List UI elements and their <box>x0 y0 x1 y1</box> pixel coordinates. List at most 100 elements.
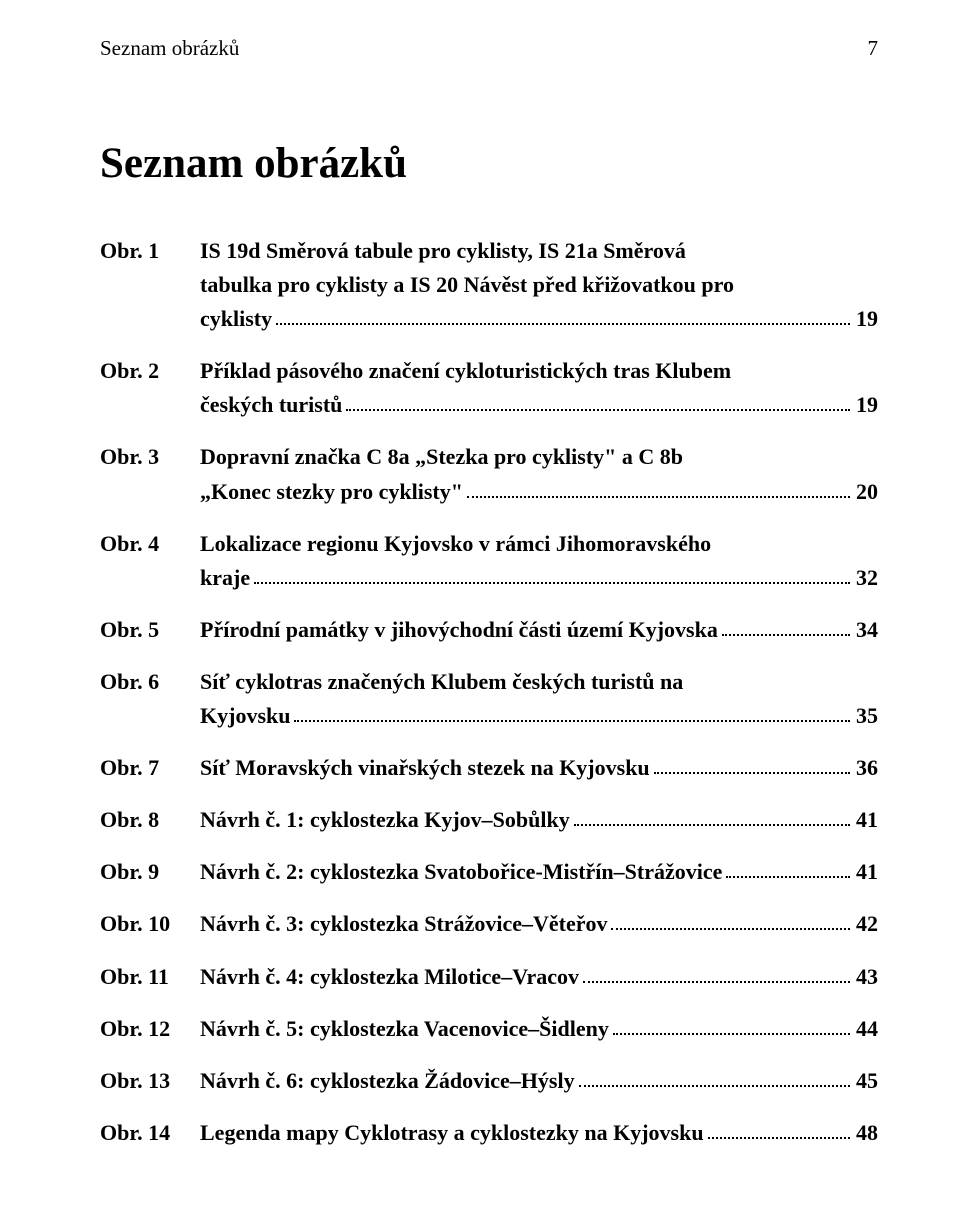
dot-leader <box>708 1137 850 1139</box>
entry-label: Obr. 7 <box>100 751 200 785</box>
entry-text: českých turistů <box>200 388 342 422</box>
entry-page: 32 <box>854 561 878 595</box>
running-header: Seznam obrázků 7 <box>100 36 878 61</box>
entry-body: Návrh č. 5: cyklostezka Vacenovice–Šidle… <box>200 1012 878 1046</box>
page-title: Seznam obrázků <box>100 139 878 188</box>
entry-label: Obr. 12 <box>100 1012 200 1046</box>
entry-text: kraje <box>200 561 250 595</box>
entry-label: Obr. 2 <box>100 354 200 388</box>
entry-text-line: Příklad pásového značení cykloturistický… <box>200 354 878 388</box>
entry-text-line: Lokalizace regionu Kyjovsko v rámci Jiho… <box>200 527 878 561</box>
dot-leader <box>254 582 850 584</box>
dot-leader <box>726 876 850 878</box>
entry-label: Obr. 11 <box>100 960 200 994</box>
entry-last-line: Návrh č. 3: cyklostezka Strážovice–Věteř… <box>200 907 878 941</box>
entry-text: Návrh č. 1: cyklostezka Kyjov–Sobůlky <box>200 803 570 837</box>
entry-last-line: Návrh č. 5: cyklostezka Vacenovice–Šidle… <box>200 1012 878 1046</box>
entry-label: Obr. 14 <box>100 1116 200 1150</box>
entry-label: Obr. 8 <box>100 803 200 837</box>
entry-last-line: českých turistů 19 <box>200 388 878 422</box>
entry-last-line: Návrh č. 1: cyklostezka Kyjov–Sobůlky 41 <box>200 803 878 837</box>
entry-page: 34 <box>854 613 878 647</box>
entry-text-line: tabulka pro cyklisty a IS 20 Návěst před… <box>200 268 878 302</box>
entry-text-line: Dopravní značka C 8a „Stezka pro cyklist… <box>200 440 878 474</box>
toc-entry: Obr. 12Návrh č. 5: cyklostezka Vacenovic… <box>100 1012 878 1046</box>
dot-leader <box>346 409 850 411</box>
entry-label: Obr. 4 <box>100 527 200 561</box>
toc-entry: Obr. 14Legenda mapy Cyklotrasy a cyklost… <box>100 1116 878 1150</box>
running-header-page: 7 <box>868 36 879 61</box>
entry-body: IS 19d Směrová tabule pro cyklisty, IS 2… <box>200 234 878 336</box>
dot-leader <box>722 634 850 636</box>
entry-last-line: kraje 32 <box>200 561 878 595</box>
entry-body: Přírodní památky v jihovýchodní části úz… <box>200 613 878 647</box>
dot-leader <box>467 496 850 498</box>
entry-text: „Konec stezky pro cyklisty" <box>200 475 463 509</box>
entry-page: 43 <box>854 960 878 994</box>
entry-page: 42 <box>854 907 878 941</box>
dot-leader <box>574 824 850 826</box>
entry-text-line: Síť cyklotras značených Klubem českých t… <box>200 665 878 699</box>
entry-body: Návrh č. 6: cyklostezka Žádovice–Hýsly45 <box>200 1064 878 1098</box>
toc-entry: Obr. 6Síť cyklotras značených Klubem čes… <box>100 665 878 733</box>
toc-entry: Obr. 10Návrh č. 3: cyklostezka Strážovic… <box>100 907 878 941</box>
toc-entry: Obr. 4Lokalizace regionu Kyjovsko v rámc… <box>100 527 878 595</box>
entry-text: Legenda mapy Cyklotrasy a cyklostezky na… <box>200 1116 704 1150</box>
entry-text: Síť Moravských vinařských stezek na Kyjo… <box>200 751 650 785</box>
entry-label: Obr. 5 <box>100 613 200 647</box>
entry-page: 44 <box>854 1012 878 1046</box>
toc-entry: Obr. 3Dopravní značka C 8a „Stezka pro c… <box>100 440 878 508</box>
toc-entry: Obr. 9Návrh č. 2: cyklostezka Svatobořic… <box>100 855 878 889</box>
entry-last-line: „Konec stezky pro cyklisty" 20 <box>200 475 878 509</box>
entry-label: Obr. 13 <box>100 1064 200 1098</box>
dot-leader <box>579 1085 850 1087</box>
toc-entry: Obr. 1IS 19d Směrová tabule pro cyklisty… <box>100 234 878 336</box>
entry-body: Návrh č. 4: cyklostezka Milotice–Vracov 4… <box>200 960 878 994</box>
entry-page: 35 <box>854 699 878 733</box>
toc-entry: Obr. 13Návrh č. 6: cyklostezka Žádovice–… <box>100 1064 878 1098</box>
entry-page: 41 <box>854 803 878 837</box>
dot-leader <box>613 1033 850 1035</box>
dot-leader <box>611 928 850 930</box>
entry-text: Návrh č. 5: cyklostezka Vacenovice–Šidle… <box>200 1012 609 1046</box>
entry-last-line: Návrh č. 4: cyklostezka Milotice–Vracov 4… <box>200 960 878 994</box>
entry-body: Síť Moravských vinařských stezek na Kyjo… <box>200 751 878 785</box>
entry-last-line: Návrh č. 2: cyklostezka Svatobořice-Mist… <box>200 855 878 889</box>
entry-body: Legenda mapy Cyklotrasy a cyklostezky na… <box>200 1116 878 1150</box>
entry-text: cyklisty <box>200 302 272 336</box>
entry-label: Obr. 9 <box>100 855 200 889</box>
entry-body: Návrh č. 1: cyklostezka Kyjov–Sobůlky 41 <box>200 803 878 837</box>
entry-last-line: Legenda mapy Cyklotrasy a cyklostezky na… <box>200 1116 878 1150</box>
entry-page: 19 <box>854 388 878 422</box>
entry-page: 48 <box>854 1116 878 1150</box>
entry-last-line: cyklisty 19 <box>200 302 878 336</box>
running-header-left: Seznam obrázků <box>100 36 239 61</box>
entry-body: Návrh č. 2: cyklostezka Svatobořice-Mist… <box>200 855 878 889</box>
entry-page: 19 <box>854 302 878 336</box>
entry-body: Síť cyklotras značených Klubem českých t… <box>200 665 878 733</box>
dot-leader <box>583 981 850 983</box>
entry-last-line: Přírodní památky v jihovýchodní části úz… <box>200 613 878 647</box>
dot-leader <box>276 323 850 325</box>
entry-body: Dopravní značka C 8a „Stezka pro cyklist… <box>200 440 878 508</box>
entry-last-line: Kyjovsku35 <box>200 699 878 733</box>
entry-page: 36 <box>854 751 878 785</box>
entry-text-line: IS 19d Směrová tabule pro cyklisty, IS 2… <box>200 234 878 268</box>
entry-last-line: Návrh č. 6: cyklostezka Žádovice–Hýsly45 <box>200 1064 878 1098</box>
entry-text: Návrh č. 4: cyklostezka Milotice–Vracov <box>200 960 579 994</box>
toc-entry: Obr. 5Přírodní památky v jihovýchodní čá… <box>100 613 878 647</box>
entry-body: Příklad pásového značení cykloturistický… <box>200 354 878 422</box>
entry-label: Obr. 1 <box>100 234 200 268</box>
toc-entry: Obr. 8Návrh č. 1: cyklostezka Kyjov–Sobů… <box>100 803 878 837</box>
entry-text: Návrh č. 2: cyklostezka Svatobořice-Mist… <box>200 855 722 889</box>
entry-page: 41 <box>854 855 878 889</box>
entry-label: Obr. 6 <box>100 665 200 699</box>
entry-last-line: Síť Moravských vinařských stezek na Kyjo… <box>200 751 878 785</box>
entry-label: Obr. 3 <box>100 440 200 474</box>
entry-text: Návrh č. 6: cyklostezka Žádovice–Hýsly <box>200 1064 575 1098</box>
entry-text: Návrh č. 3: cyklostezka Strážovice–Věteř… <box>200 907 607 941</box>
entry-page: 20 <box>854 475 878 509</box>
toc-entry: Obr. 11Návrh č. 4: cyklostezka Milotice–… <box>100 960 878 994</box>
entry-label: Obr. 10 <box>100 907 200 941</box>
toc-entry: Obr. 2Příklad pásového značení cykloturi… <box>100 354 878 422</box>
